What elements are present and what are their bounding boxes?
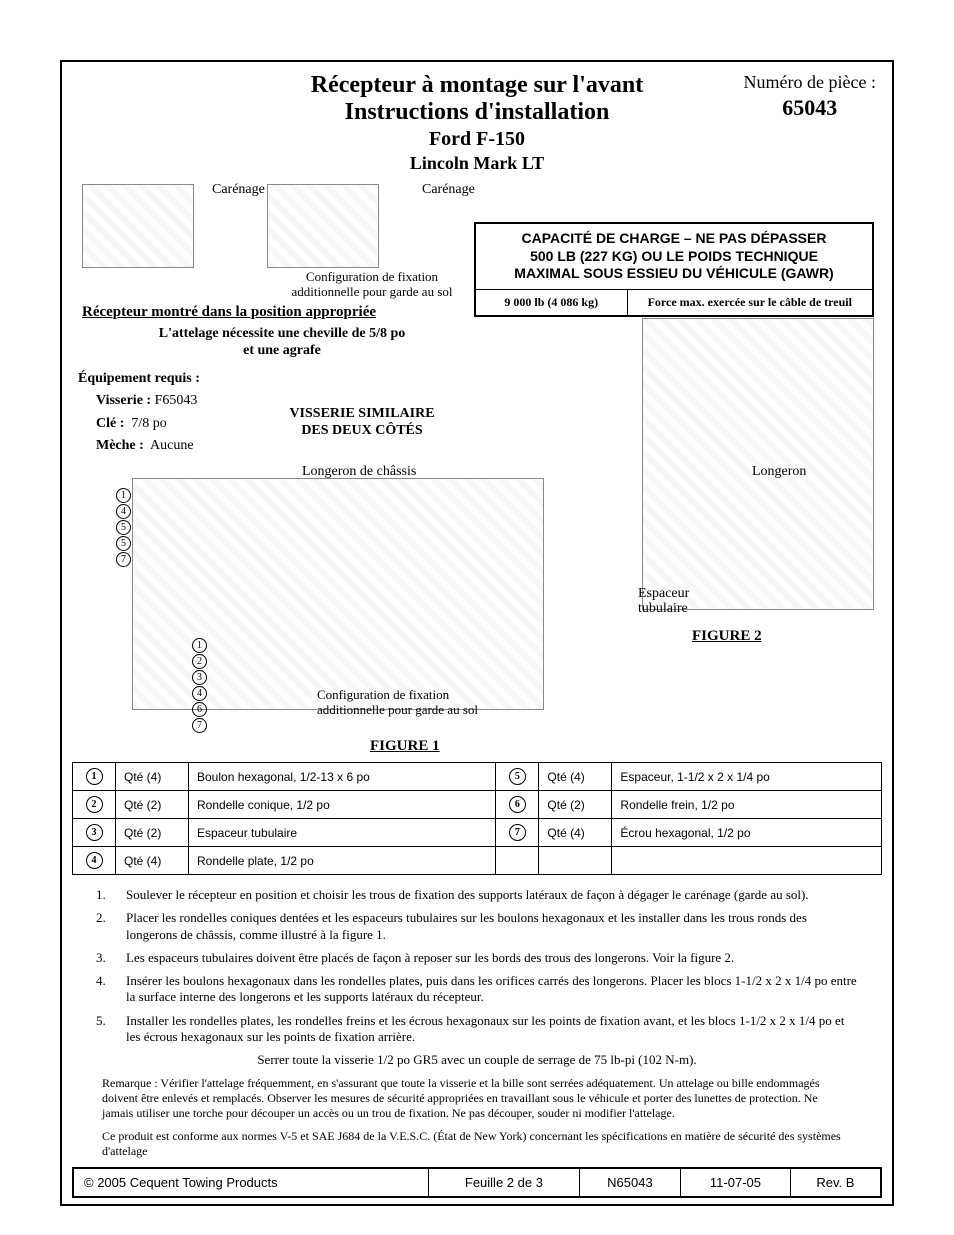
footer-sheet: Feuille 2 de 3: [429, 1168, 580, 1197]
table-row: 3 Qté (2) Espaceur tubulaire 7 Qté (4) É…: [73, 819, 882, 847]
header: Récepteur à montage sur l'avant Instruct…: [72, 72, 882, 172]
instruction-step: 1.Soulever le récepteur en position et c…: [96, 887, 858, 903]
receiver-position-title: Récepteur montré dans la position approp…: [82, 304, 376, 321]
carenage-label-1: Carénage: [212, 182, 265, 198]
safety-note: Remarque : Vérifier l'attelage fréquemme…: [102, 1076, 852, 1121]
longeron-chassis-label: Longeron de châssis: [302, 464, 416, 480]
visserie-similaire: VISSERIE SIMILAIRE DES DEUX CÔTÉS: [272, 406, 452, 440]
equip-title: Équipement requis :: [78, 368, 200, 390]
footer-copyright: © 2005 Cequent Towing Products: [73, 1168, 429, 1197]
page: Récepteur à montage sur l'avant Instruct…: [0, 0, 954, 1235]
capacity-title: CAPACITÉ DE CHARGE – NE PAS DÉPASSER 500…: [476, 224, 872, 289]
longeron-label: Longeron: [752, 464, 806, 480]
vehicle-1: Ford F-150: [72, 128, 882, 151]
instruction-step: 5.Installer les rondelles plates, les ro…: [96, 1013, 858, 1046]
capacity-row: 9 000 lb (4 086 kg) Force max. exercée s…: [476, 289, 872, 315]
part-qty: Qté (4): [116, 763, 189, 791]
instruction-step: 2.Placer les rondelles coniques dentées …: [96, 910, 858, 943]
meche-value: Aucune: [150, 438, 194, 453]
callout-stack-b: 123467: [192, 638, 207, 734]
cle-label: Clé :: [96, 416, 124, 431]
vehicle-2: Lincoln Mark LT: [72, 153, 882, 174]
sketch-bracket-right: [267, 184, 379, 268]
capacity-box: CAPACITÉ DE CHARGE – NE PAS DÉPASSER 500…: [474, 222, 874, 317]
diagram-area: 14557 123467 Carénage Carénage Configura…: [72, 178, 882, 758]
visserie-label: Visserie :: [96, 393, 151, 408]
callout-stack-a: 14557: [116, 488, 131, 568]
part-desc: Boulon hexagonal, 1/2-13 x 6 po: [189, 763, 496, 791]
espaceur-tubulaire-label: Espaceur tubulaire: [638, 586, 689, 617]
part-num: 1: [73, 763, 116, 791]
footer-date: 11-07-05: [681, 1168, 791, 1197]
figure-2-label: FIGURE 2: [692, 628, 762, 645]
table-row: 1 Qté (4) Boulon hexagonal, 1/2-13 x 6 p…: [73, 763, 882, 791]
visserie-value: F65043: [155, 393, 198, 408]
compliance-note: Ce produit est conforme aux normes V-5 e…: [102, 1129, 852, 1159]
part-num: 5: [496, 763, 539, 791]
table-row: 2 Qté (2) Rondelle conique, 1/2 po 6 Qté…: [73, 791, 882, 819]
part-desc: Espaceur, 1-1/2 x 2 x 1/4 po: [612, 763, 882, 791]
sketch-bracket-left: [82, 184, 194, 268]
part-number-block: Numéro de pièce : 65043: [744, 72, 876, 121]
part-number-label: Numéro de pièce :: [744, 72, 876, 93]
footer-drawing: N65043: [579, 1168, 680, 1197]
part-qty: Qté (4): [539, 763, 612, 791]
instruction-step: 3.Les espaceurs tubulaires doivent être …: [96, 950, 858, 966]
footer-table: © 2005 Cequent Towing Products Feuille 2…: [72, 1167, 882, 1198]
figure-1-label: FIGURE 1: [370, 738, 440, 755]
capacity-force: Force max. exercée sur le câble de treui…: [628, 290, 872, 315]
part-number: 65043: [744, 95, 876, 121]
carenage-label-2: Carénage: [422, 182, 475, 198]
meche-label: Mèche :: [96, 438, 144, 453]
footer-rev: Rev. B: [790, 1168, 881, 1197]
config-fixation-top: Configuration de fixation additionnelle …: [257, 270, 487, 300]
instruction-step: 4.Insérer les boulons hexagonaux dans le…: [96, 973, 858, 1006]
equipment-required: Équipement requis : Visserie : F65043 Cl…: [78, 368, 200, 458]
table-row: 4 Qté (4) Rondelle plate, 1/2 po: [73, 847, 882, 875]
parts-table: 1 Qté (4) Boulon hexagonal, 1/2-13 x 6 p…: [72, 762, 882, 875]
cle-value: 7/8 po: [131, 416, 166, 431]
capacity-weight: 9 000 lb (4 086 kg): [476, 290, 628, 315]
torque-spec: Serrer toute la visserie 1/2 po GR5 avec…: [72, 1052, 882, 1068]
config-fixation-bottom: Configuration de fixation additionnelle …: [317, 688, 547, 718]
hitch-pin-note: L'attelage nécessite une cheville de 5/8…: [132, 326, 432, 360]
instructions: 1.Soulever le récepteur en position et c…: [96, 887, 858, 1045]
document-frame: Récepteur à montage sur l'avant Instruct…: [60, 60, 894, 1206]
footer-row: © 2005 Cequent Towing Products Feuille 2…: [73, 1168, 881, 1197]
